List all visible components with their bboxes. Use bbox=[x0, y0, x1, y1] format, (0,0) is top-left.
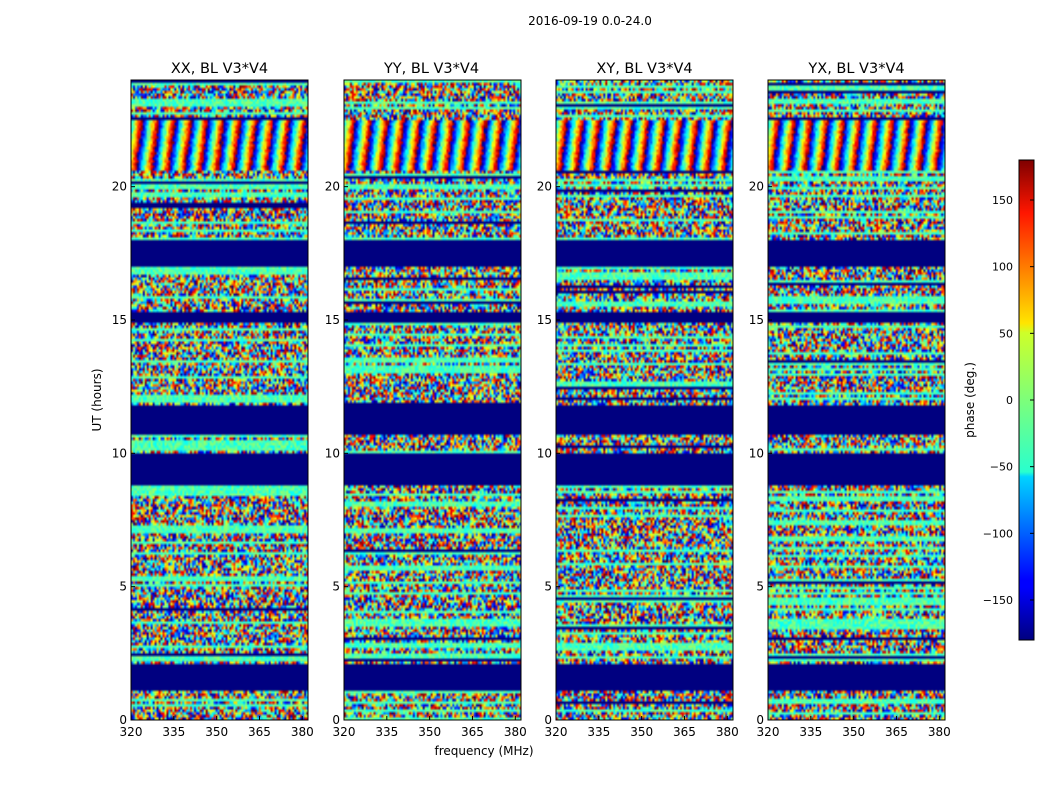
colorbar-tick-label: −50 bbox=[990, 461, 1013, 474]
y-tick-label: 10 bbox=[112, 446, 127, 460]
panel-frame bbox=[130, 79, 309, 721]
y-tick-label: 20 bbox=[749, 180, 764, 194]
y-tick-label: 10 bbox=[537, 446, 552, 460]
panel-title: XX, BL V3*V4 bbox=[171, 61, 268, 77]
y-tick-label: 15 bbox=[325, 313, 340, 327]
y-tick-label: 5 bbox=[544, 580, 552, 594]
x-tick-label: 320 bbox=[757, 725, 780, 739]
x-tick-label: 380 bbox=[291, 725, 314, 739]
x-tick-label: 335 bbox=[799, 725, 822, 739]
y-tick-label: 15 bbox=[537, 313, 552, 327]
colorbar: phase (deg.) 150 100 50 0 −50 −100 −150 bbox=[963, 159, 1035, 641]
y-tick-label: 5 bbox=[119, 580, 127, 594]
x-tick-label: 320 bbox=[545, 725, 568, 739]
heatmap-raster bbox=[344, 80, 521, 720]
heatmap-raster bbox=[556, 80, 733, 720]
colorbar-label: phase (deg.) bbox=[963, 362, 977, 438]
colorbar-tick-label: −100 bbox=[983, 527, 1013, 540]
y-tick-label: 0 bbox=[544, 713, 552, 727]
y-tick-label: 20 bbox=[325, 180, 340, 194]
y-tick-label: 15 bbox=[112, 313, 127, 327]
x-tick-label: 335 bbox=[162, 725, 185, 739]
y-tick-label: 10 bbox=[325, 446, 340, 460]
x-tick-label: 350 bbox=[842, 725, 865, 739]
y-tick-label: 5 bbox=[756, 580, 764, 594]
x-tick-label: 365 bbox=[248, 725, 271, 739]
panel-title: YY, BL V3*V4 bbox=[383, 61, 479, 77]
panel-xx: XX, BL V3*V4 320 335 350 365 380 0 5 10 15 20 bbox=[112, 61, 314, 739]
panel-title: XY, BL V3*V4 bbox=[596, 61, 692, 77]
x-tick-label: 365 bbox=[885, 725, 908, 739]
colorbar-tick-label: −150 bbox=[983, 594, 1013, 607]
y-tick-label: 20 bbox=[537, 180, 552, 194]
y-tick-label: 20 bbox=[112, 180, 127, 194]
x-tick-label: 350 bbox=[205, 725, 228, 739]
y-tick-label: 5 bbox=[332, 580, 340, 594]
y-axis-label: UT (hours) bbox=[90, 368, 104, 431]
panel-frame bbox=[767, 79, 946, 721]
y-tick-label: 15 bbox=[749, 313, 764, 327]
heatmap-raster bbox=[768, 80, 945, 720]
colorbar-tick-label: 50 bbox=[999, 327, 1013, 340]
y-tick-label: 0 bbox=[119, 713, 127, 727]
x-tick-label: 380 bbox=[716, 725, 739, 739]
x-tick-label: 380 bbox=[504, 725, 527, 739]
x-tick-label: 380 bbox=[928, 725, 951, 739]
figure-title: 2016-09-19 0.0-24.0 bbox=[528, 14, 652, 28]
colorbar-tick-label: 100 bbox=[992, 261, 1013, 274]
panel-frame bbox=[343, 79, 522, 721]
panel-yy: YY, BL V3*V4 320 335 350 365 380 0 5 10 15 20 bbox=[325, 61, 527, 739]
panel-frame bbox=[555, 79, 734, 721]
x-tick-label: 320 bbox=[120, 725, 143, 739]
panel-xy: XY, BL V3*V4 320 335 350 365 380 0 5 10 15 20 bbox=[537, 61, 739, 739]
x-axis-label: frequency (MHz) bbox=[434, 744, 533, 758]
heatmap-raster bbox=[131, 80, 308, 720]
y-tick-label: 0 bbox=[332, 713, 340, 727]
x-tick-label: 365 bbox=[461, 725, 484, 739]
y-tick-label: 10 bbox=[749, 446, 764, 460]
x-tick-label: 320 bbox=[333, 725, 356, 739]
x-tick-label: 335 bbox=[587, 725, 610, 739]
x-tick-label: 365 bbox=[673, 725, 696, 739]
panel-title: YX, BL V3*V4 bbox=[807, 61, 904, 77]
colorbar-tick-label: 150 bbox=[992, 194, 1013, 207]
panel-yx: YX, BL V3*V4 320 335 350 365 380 0 5 10 15 20 bbox=[749, 61, 951, 739]
x-tick-label: 350 bbox=[630, 725, 653, 739]
y-tick-label: 0 bbox=[756, 713, 764, 727]
colorbar-tick-label: 0 bbox=[1006, 394, 1013, 407]
x-tick-label: 350 bbox=[418, 725, 441, 739]
x-tick-label: 335 bbox=[375, 725, 398, 739]
